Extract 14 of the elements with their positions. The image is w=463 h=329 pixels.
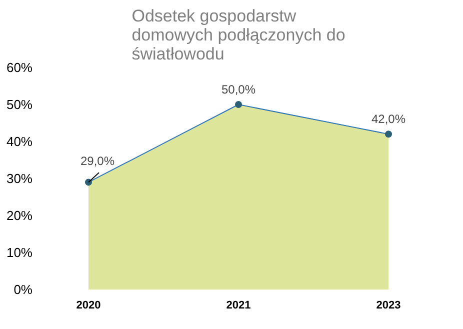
y-tick-label: 20% [6, 208, 33, 223]
y-tick-label: 50% [6, 97, 33, 112]
y-tick-label: 60% [6, 60, 33, 75]
chart-title: Odsetek gospodarstw domowych podłączonych do światłowodu [132, 6, 346, 64]
x-tick-label: 2023 [376, 300, 401, 312]
y-tick-label: 30% [6, 171, 33, 186]
y-tick-label: 10% [6, 245, 33, 260]
data-label: 29,0% [80, 154, 115, 168]
data-label: 50,0% [221, 82, 256, 96]
x-tick-label: 2021 [226, 300, 251, 312]
y-tick-label: 40% [6, 134, 33, 149]
y-tick-label: 0% [14, 282, 33, 297]
x-tick-label: 2020 [76, 300, 101, 312]
data-label: 42,0% [371, 112, 406, 126]
